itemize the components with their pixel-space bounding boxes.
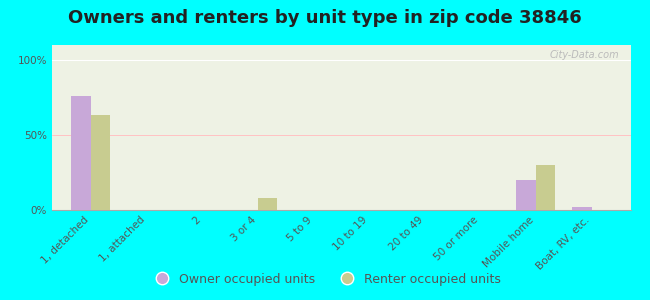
Bar (91, 116, 111, 210)
Bar (258, 198, 278, 210)
Bar (572, 207, 592, 210)
Bar (517, 180, 536, 210)
Text: City-Data.com: City-Data.com (549, 50, 619, 60)
Bar (536, 165, 555, 210)
Bar (72, 96, 91, 210)
Legend: Owner occupied units, Renter occupied units: Owner occupied units, Renter occupied un… (144, 268, 506, 291)
Text: Owners and renters by unit type in zip code 38846: Owners and renters by unit type in zip c… (68, 9, 582, 27)
